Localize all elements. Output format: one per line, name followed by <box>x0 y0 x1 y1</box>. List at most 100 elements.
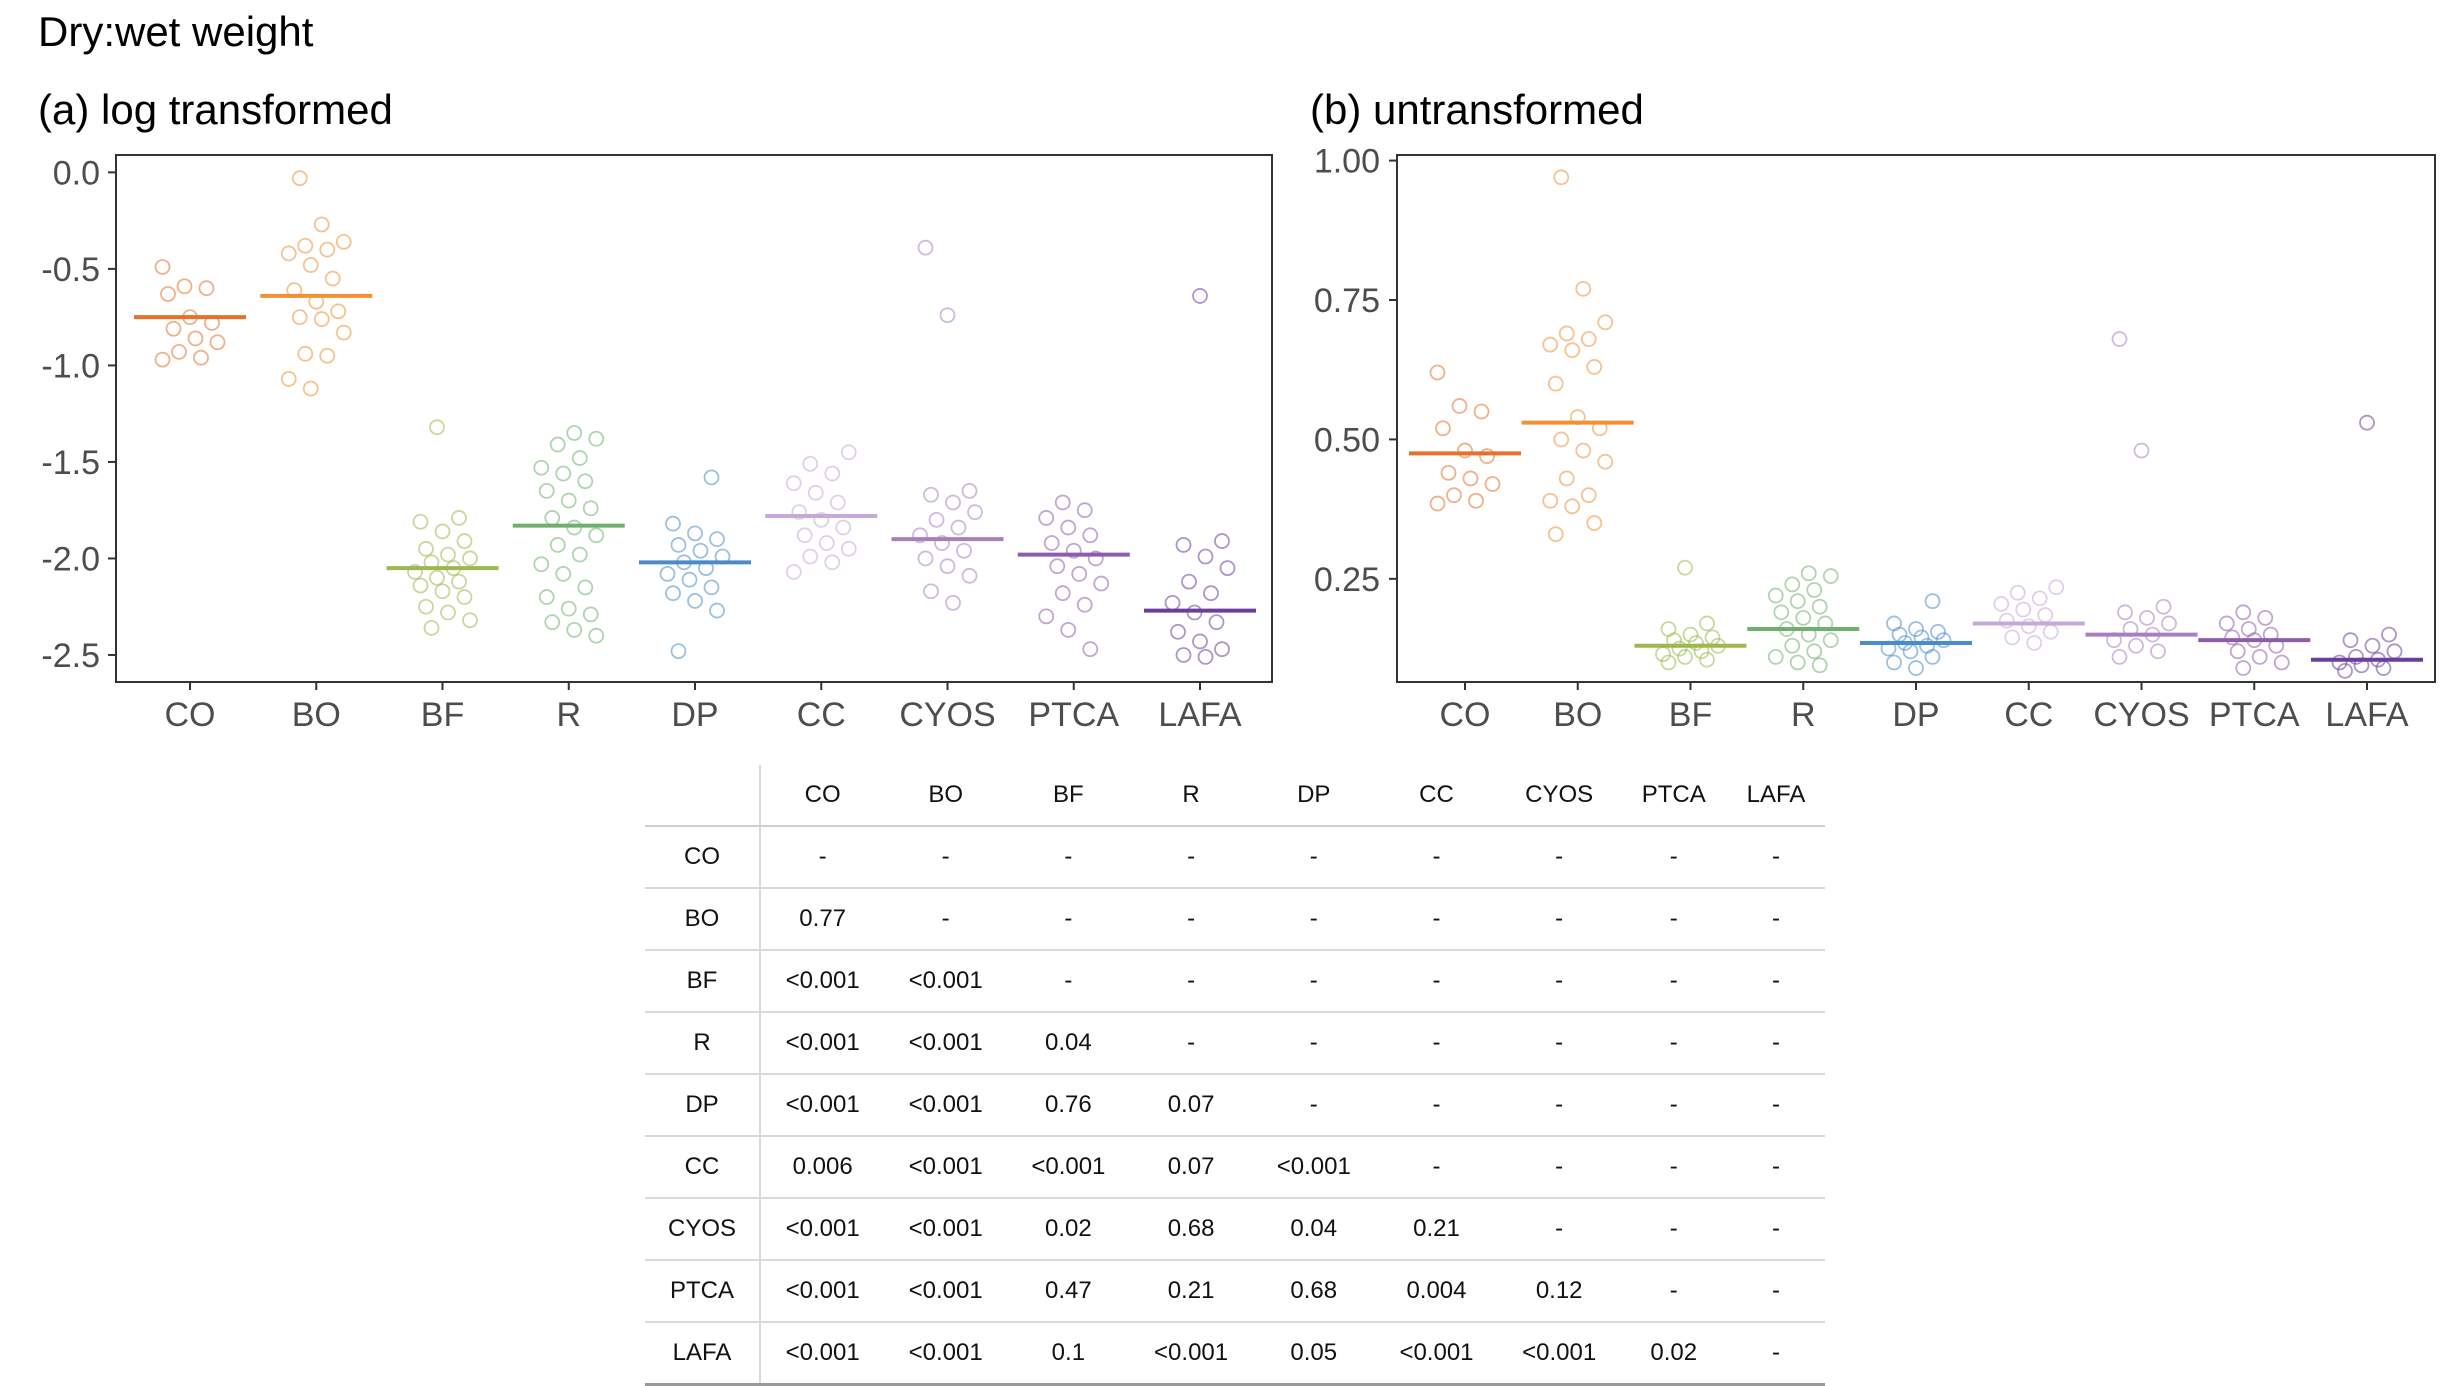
data-point <box>456 533 473 549</box>
data-point <box>407 564 423 580</box>
data-point <box>555 465 572 482</box>
data-point <box>1054 585 1071 602</box>
data-point <box>2235 604 2252 621</box>
data-point <box>1767 649 1784 665</box>
data-point <box>193 349 209 366</box>
data-point <box>939 558 956 575</box>
table-cell: <0.001 <box>1375 1322 1498 1386</box>
data-point <box>1677 649 1693 665</box>
data-point <box>2218 615 2235 632</box>
table-row: BO 0.77- - - - - - - - <box>645 888 1825 951</box>
data-point <box>2257 609 2274 626</box>
table-cell: - <box>1007 888 1130 951</box>
table-cell: - <box>1129 826 1253 889</box>
data-point <box>1175 537 1192 553</box>
data-point <box>840 444 857 461</box>
data-point <box>1677 559 1693 576</box>
table-cell: - <box>1727 1074 1825 1137</box>
table-cell: 0.004 <box>1375 1260 1498 1323</box>
data-point <box>1993 596 2010 612</box>
data-point <box>1811 598 1828 615</box>
data-point <box>687 525 703 542</box>
table-cell: 0.47 <box>1007 1260 1130 1323</box>
data-point <box>2331 654 2348 671</box>
data-point <box>462 612 478 629</box>
table-cell: 0.05 <box>1252 1322 1376 1386</box>
data-point <box>1060 621 1077 638</box>
table-cell: - <box>1620 1198 1727 1261</box>
table-cell: 0.02 <box>1007 1198 1130 1261</box>
data-point <box>2009 584 2026 601</box>
table-cell: <0.001 <box>884 1012 1008 1075</box>
data-point <box>335 233 352 250</box>
table-cell: 0.21 <box>1375 1198 1498 1261</box>
y-tick-label: 0.25 <box>1314 561 1380 599</box>
data-point <box>1699 615 1715 632</box>
x-tick-label: CO <box>1440 696 1491 734</box>
data-point <box>1998 612 2015 629</box>
data-point <box>802 548 819 565</box>
data-point <box>582 606 599 623</box>
data-point <box>566 621 583 638</box>
data-point <box>549 436 566 453</box>
panel-a-title: (a) log transformed <box>38 86 393 133</box>
data-point <box>1811 657 1828 674</box>
table-cell: - <box>1007 826 1130 889</box>
table-cell: - <box>1252 950 1376 1013</box>
data-point <box>917 550 934 567</box>
data-point <box>588 527 605 544</box>
row-header: CO <box>645 826 761 889</box>
data-point <box>1043 535 1060 551</box>
data-point <box>835 519 852 536</box>
data-point <box>1688 635 1704 651</box>
data-point <box>165 320 182 337</box>
table-cell: <0.001 <box>760 1260 885 1323</box>
table-cell: - <box>884 826 1008 889</box>
table-cell: - <box>884 888 1008 951</box>
data-point <box>2139 609 2155 626</box>
table-row: R <0.001 <0.001 0.04- - - - - - <box>645 1012 1825 1075</box>
data-point <box>1038 510 1055 526</box>
data-point <box>1564 342 1581 359</box>
data-point <box>1435 420 1451 437</box>
table-cell: <0.001 <box>760 1198 885 1261</box>
data-point <box>939 307 956 324</box>
data-point <box>1800 565 1817 582</box>
data-point <box>1908 621 1924 637</box>
table-cell: 0.006 <box>760 1136 885 1199</box>
data-point <box>330 303 347 320</box>
x-tick-label: CYOS <box>2093 696 2189 734</box>
data-point <box>440 604 456 621</box>
table-cell: 0.04 <box>1007 1012 1130 1075</box>
data-point <box>681 571 698 588</box>
column-header: BO <box>884 765 1008 827</box>
table-row: DP <0.001 <0.001 0.76 0.07- - - - - <box>645 1074 1825 1137</box>
data-point <box>2031 590 2048 607</box>
data-point <box>324 270 341 287</box>
column-header: CO <box>760 765 885 827</box>
x-tick-label: CYOS <box>899 696 995 734</box>
data-point <box>533 459 550 476</box>
data-point <box>209 334 226 351</box>
data-point <box>923 486 939 503</box>
data-point <box>434 523 451 540</box>
y-tick-label: -1.5 <box>41 444 100 482</box>
data-point <box>692 542 709 559</box>
data-point <box>1087 550 1104 567</box>
x-tick-label: DP <box>671 696 718 734</box>
data-point <box>1586 359 1603 375</box>
y-tick-label: -0.5 <box>41 251 100 289</box>
data-point <box>2048 579 2065 596</box>
data-point <box>1924 649 1941 665</box>
data-point <box>923 583 939 600</box>
data-point <box>813 511 830 528</box>
data-point <box>280 245 297 262</box>
table-cell: <0.001 <box>1497 1322 1621 1386</box>
data-point <box>451 573 467 590</box>
data-point <box>1924 593 1941 610</box>
row-header: PTCA <box>645 1260 761 1323</box>
data-point <box>1214 533 1230 549</box>
data-point <box>1197 548 1214 565</box>
data-point <box>709 531 725 548</box>
data-point <box>1181 573 1197 590</box>
